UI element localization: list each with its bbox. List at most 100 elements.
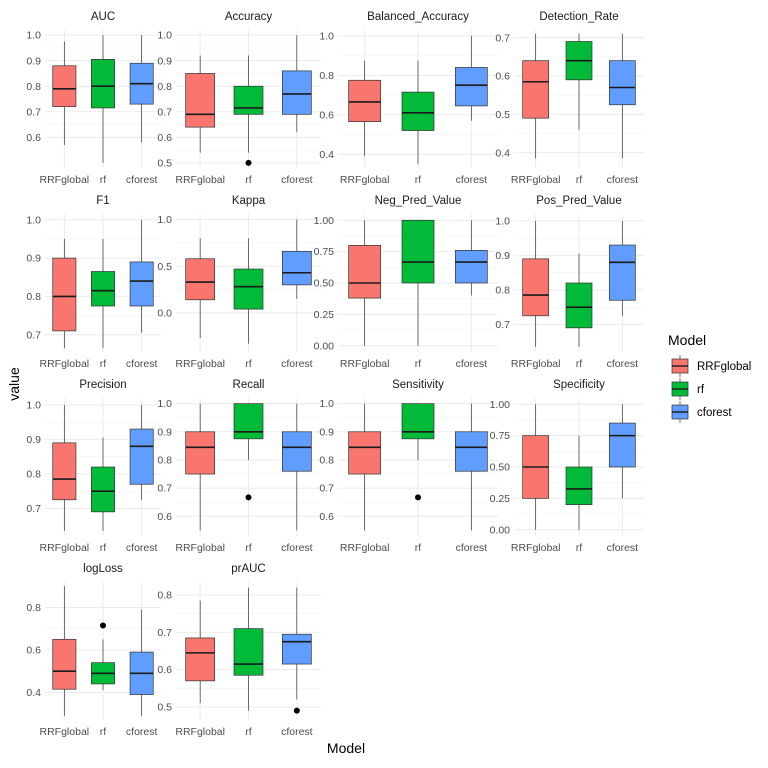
box-cforest [454,403,488,531]
y-tick-label: 0.7 [157,483,172,495]
panel-title: F1 [96,195,109,207]
x-tick-label: rf [576,542,582,554]
x-tick-label: RRFglobal [175,726,225,738]
x-tick-label: RRFglobal [175,174,225,186]
y-tick-label: 0.4 [319,149,334,161]
x-tick-label: RRFglobal [511,174,561,186]
facet-panel-sensitivity: Sensitivity 0.6 0.7 0.8 0.9 1.0 RRFglobal rf cfo… [319,379,498,554]
y-tick-label: 0.9 [26,55,41,67]
panel-title: Sensitivity [392,379,444,391]
y-tick-label: 0.8 [157,455,172,467]
outlier-point [293,707,300,714]
facet-panel-logloss: logLoss 0.4 0.6 0.8 RRFglobal rf cforest [26,563,161,738]
x-tick-label: rf [576,174,582,186]
x-tick-label: RRFglobal [511,358,561,370]
box-body [52,638,77,690]
box-rrfglobal [348,220,382,346]
x-tick-label: RRFglobal [340,358,390,370]
box-rrfglobal [348,60,382,157]
y-tick-label: 0.25 [314,309,335,321]
y-tick-label: 0.75 [314,246,335,258]
box-rrfglobal [52,238,77,349]
y-tick-label: 1.00 [314,215,335,227]
x-tick-label: RRFglobal [340,174,390,186]
box-body [401,91,435,131]
outlier-point [245,159,252,166]
y-tick-label: 1.0 [157,398,172,410]
box-rf [401,60,435,165]
box-rf [565,253,593,347]
facet-panel-accuracy: Accuracy 0.5 0.6 0.7 0.8 0.9 1.0 RRFglobal rf cfo… [157,11,321,186]
box-body [565,466,593,505]
x-tick-label: cforest [456,174,488,186]
legend-key-rrfglobal: RRFglobal [671,355,751,377]
y-tick-label: 0.6 [157,664,172,676]
outlier-point [415,494,421,501]
panel-title: Detection_Rate [539,11,618,23]
box-body [233,85,264,115]
y-tick-label: 0.00 [314,340,335,352]
box-cforest [281,35,312,133]
box-rrfglobal [348,403,382,531]
y-tick-label: 0.8 [495,285,510,297]
y-tick-label: 1.0 [26,214,41,226]
x-tick-label: cforest [281,174,313,186]
y-tick-label: 0.8 [26,602,41,614]
y-tick-label: 0.7 [495,319,510,331]
y-tick-label: 0.8 [157,590,172,602]
box-rf [233,55,264,166]
box-body [52,65,77,108]
box-rf [565,435,593,530]
x-tick-label: rf [100,174,106,186]
x-tick-label: rf [100,358,106,370]
x-tick-label: rf [415,542,421,554]
box-rrfglobal [185,600,216,704]
facet-panel-neg-pred-value: Neg_Pred_Value 0.00 0.25 0.50 0.75 1.00 RRFglo… [314,195,498,370]
panel-title: Neg_Pred_Value [375,195,462,207]
box-body [608,244,636,301]
facet-panel-balanced-accuracy: Balanced_Accuracy 0.4 0.6 0.8 1.0 RRFglobal rf… [319,11,498,186]
panel-title: prAUC [231,563,266,575]
legend-key-rf: rf [671,378,705,400]
legend-key-cforest: cforest [671,401,732,423]
box-cforest [454,220,488,296]
box-body [401,219,435,284]
y-tick-label: 0.7 [319,483,334,495]
box-body [91,466,115,513]
box-cforest [608,33,636,159]
box-body [185,73,216,128]
y-axis-title: value [6,367,22,401]
box-body [91,271,115,307]
panel-title: Pos_Pred_Value [536,195,621,207]
y-tick-label: 0.9 [157,426,172,438]
box-body [401,403,435,440]
x-tick-label: cforest [281,726,313,738]
box-body [454,431,488,472]
x-tick-label: rf [245,726,251,738]
legend-label: cforest [697,407,732,419]
panel-title: AUC [91,11,115,23]
x-tick-label: cforest [126,542,158,554]
box-cforest [129,219,154,333]
x-tick-label: RRFglobal [175,542,225,554]
panel-title: Accuracy [225,11,273,23]
box-body [185,258,216,301]
box-rrfglobal [185,238,216,339]
facet-panel-specificity: Specificity 0.00 0.25 0.50 0.75 1.00 RRFglobal… [490,379,644,554]
x-tick-label: rf [415,174,421,186]
box-body [52,257,77,332]
facet-panel-prauc: prAUC 0.5 0.6 0.7 0.8 RRFglobal rf cforest [157,563,321,738]
box-body [52,442,77,501]
box-body [454,250,488,284]
box-body [608,60,636,106]
x-tick-label: RRFglobal [340,542,390,554]
x-tick-label: RRFglobal [40,358,90,370]
box-rf [233,238,264,344]
legend-title: Model [668,332,706,348]
y-tick-label: 0.9 [26,434,41,446]
y-tick-label: 0.25 [490,493,511,505]
box-rf [91,437,115,531]
y-tick-label: 1.00 [490,399,511,411]
y-tick-label: 0.4 [26,687,41,699]
